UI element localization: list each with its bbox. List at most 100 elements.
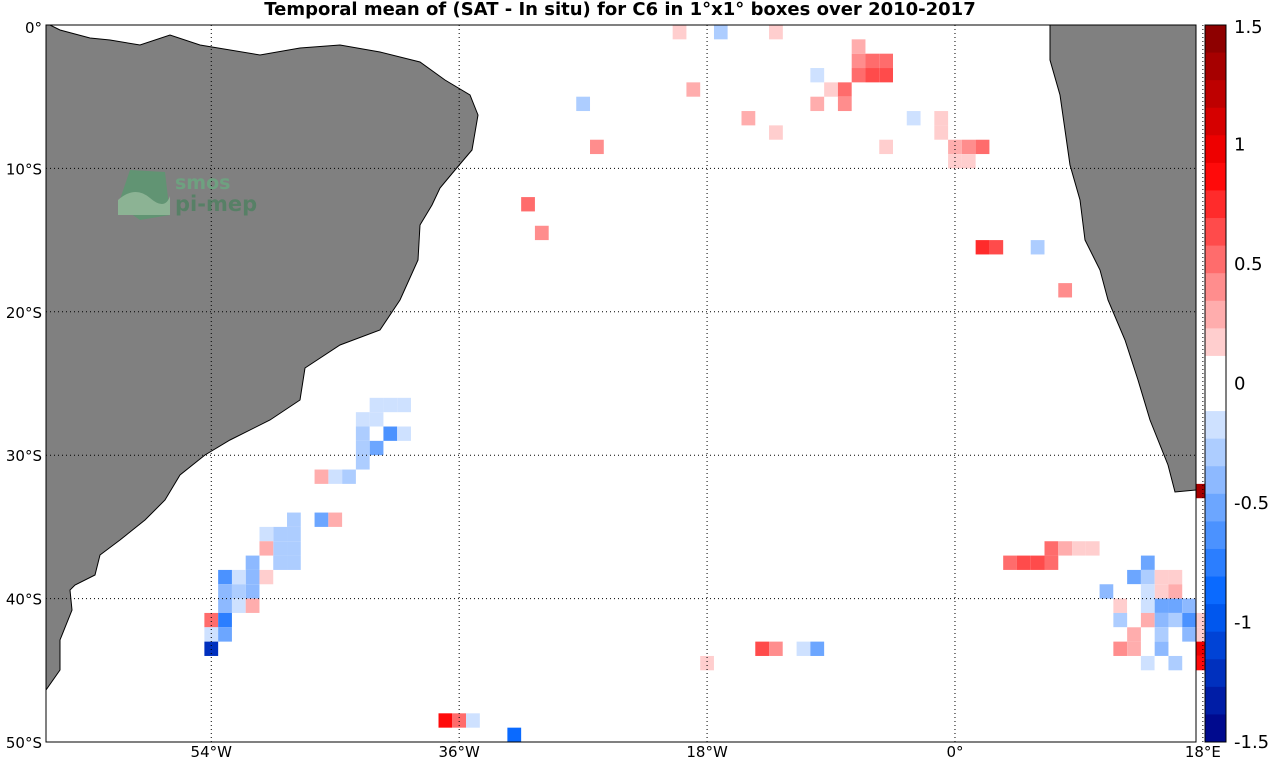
heatmap-cell [273, 526, 288, 542]
heatmap-cell [259, 569, 274, 585]
heatmap-cell [1154, 569, 1169, 585]
colorbar-level [1205, 245, 1226, 274]
x-axis: 54°W 36°W 18°W 0° 18°E [191, 743, 1221, 761]
heatmap-cell [782, 641, 797, 656]
heatmap-cell [231, 584, 246, 599]
heatmap-cell [810, 68, 825, 83]
heatmap-cell [273, 555, 288, 570]
heatmap-cell [218, 627, 232, 642]
heatmap-cell [906, 111, 921, 126]
colorbar-level [1205, 52, 1226, 81]
heatmap-cell [769, 25, 783, 40]
logo-wave-icon [118, 191, 170, 215]
heatmap-cell [590, 139, 604, 155]
colorbar-level [1205, 521, 1226, 550]
heatmap-cell [769, 641, 783, 656]
heatmap-cell [1154, 655, 1169, 671]
heatmap-cell [204, 612, 219, 628]
heatmap-cell [672, 25, 687, 40]
heatmap-cell [1154, 627, 1169, 642]
heatmap-cell [452, 713, 467, 728]
colorbar-level [1205, 328, 1226, 357]
heatmap-cell [273, 541, 288, 556]
heatmap-cell [1099, 584, 1114, 599]
y-axis: 0° 10°S 20°S 30°S 40°S 50°S [6, 19, 42, 752]
heatmap-cell [383, 397, 398, 413]
heatmap-cell [1154, 612, 1169, 628]
heatmap-cell [342, 469, 356, 484]
heatmap-cell [424, 713, 439, 728]
heatmap-cell [851, 111, 866, 126]
colorbar-tick-label: -1.5 [1234, 732, 1269, 753]
colorbar-tick-label: -0.5 [1234, 493, 1269, 514]
heatmap-cell [1127, 569, 1141, 585]
heatmap-cell [1140, 612, 1155, 628]
heatmap-cell [1127, 584, 1141, 599]
heatmap-cell [1058, 541, 1073, 556]
colorbar-level [1205, 25, 1226, 54]
colorbar-level [1205, 300, 1226, 329]
heatmap-cell [245, 555, 260, 570]
heatmap-cell [1154, 641, 1169, 656]
colorbar-level [1205, 383, 1226, 412]
heatmap-cell [369, 440, 384, 456]
colorbar-level [1205, 218, 1226, 247]
heatmap-cell [328, 512, 343, 527]
heatmap-cell [1016, 555, 1031, 570]
heatmap-cell [865, 68, 880, 83]
heatmap-cell [948, 139, 962, 155]
heatmap-cell [576, 96, 591, 112]
colorbar-level [1205, 576, 1226, 605]
heatmap-cell [1085, 541, 1100, 556]
y-tick-label: 30°S [6, 447, 42, 465]
heatmap-cell [837, 96, 852, 112]
heatmap-cell [355, 412, 370, 427]
colorbar-frame [1204, 24, 1227, 743]
map-frame [45, 24, 1197, 743]
heatmap-cell [218, 598, 232, 613]
heatmap-cell [287, 555, 301, 570]
colorbar-level [1205, 438, 1226, 467]
heatmap-cell [961, 154, 976, 169]
heatmap-cell [287, 526, 301, 542]
heatmap-cell [218, 569, 232, 585]
heatmap-cell [1168, 598, 1183, 613]
x-tick-label: 54°W [191, 743, 233, 761]
heatmap-cell [231, 569, 246, 585]
heatmap-cell [534, 225, 549, 241]
heatmap-cell [1113, 641, 1128, 656]
smos-pimep-logo: smos pi-mep [118, 170, 257, 220]
colorbar-level [1205, 548, 1226, 578]
heatmap-cell [851, 39, 866, 54]
x-tick-label: 36°W [438, 743, 480, 761]
heatmap-cell [989, 240, 1004, 255]
heatmap-cell [1182, 598, 1196, 613]
heatmap-cell [810, 641, 825, 656]
heatmap-cell [741, 111, 756, 126]
heatmap-cell [1044, 541, 1059, 556]
colorbar-level [1205, 80, 1226, 109]
heatmap-cell [769, 125, 783, 140]
heatmap-cell [245, 584, 260, 599]
heatmap-cell [314, 512, 329, 527]
colorbar-level [1205, 493, 1226, 522]
heatmap-cell [1058, 283, 1073, 298]
heatmap-cell [837, 82, 852, 97]
heatmap-cell [879, 139, 894, 155]
heatmap-cell [590, 25, 604, 40]
heatmap-cell [796, 53, 811, 69]
heatmap-cell [879, 68, 894, 83]
heatmap-cell [204, 627, 219, 642]
heatmap-cell [1113, 584, 1128, 599]
colorbar-tick-label: 0.5 [1234, 254, 1263, 275]
colorbar-level [1205, 714, 1226, 743]
heatmap-cell [245, 569, 260, 585]
colorbar-level [1205, 466, 1226, 495]
heatmap-cell [1140, 655, 1155, 671]
heatmap-cell [727, 25, 742, 40]
heatmap-cell [879, 53, 894, 69]
colorbar-tick-label: 1.5 [1234, 17, 1263, 38]
heatmap-cell [287, 512, 301, 527]
heatmap-cells [204, 25, 1210, 742]
heatmap-cell [1072, 541, 1086, 556]
